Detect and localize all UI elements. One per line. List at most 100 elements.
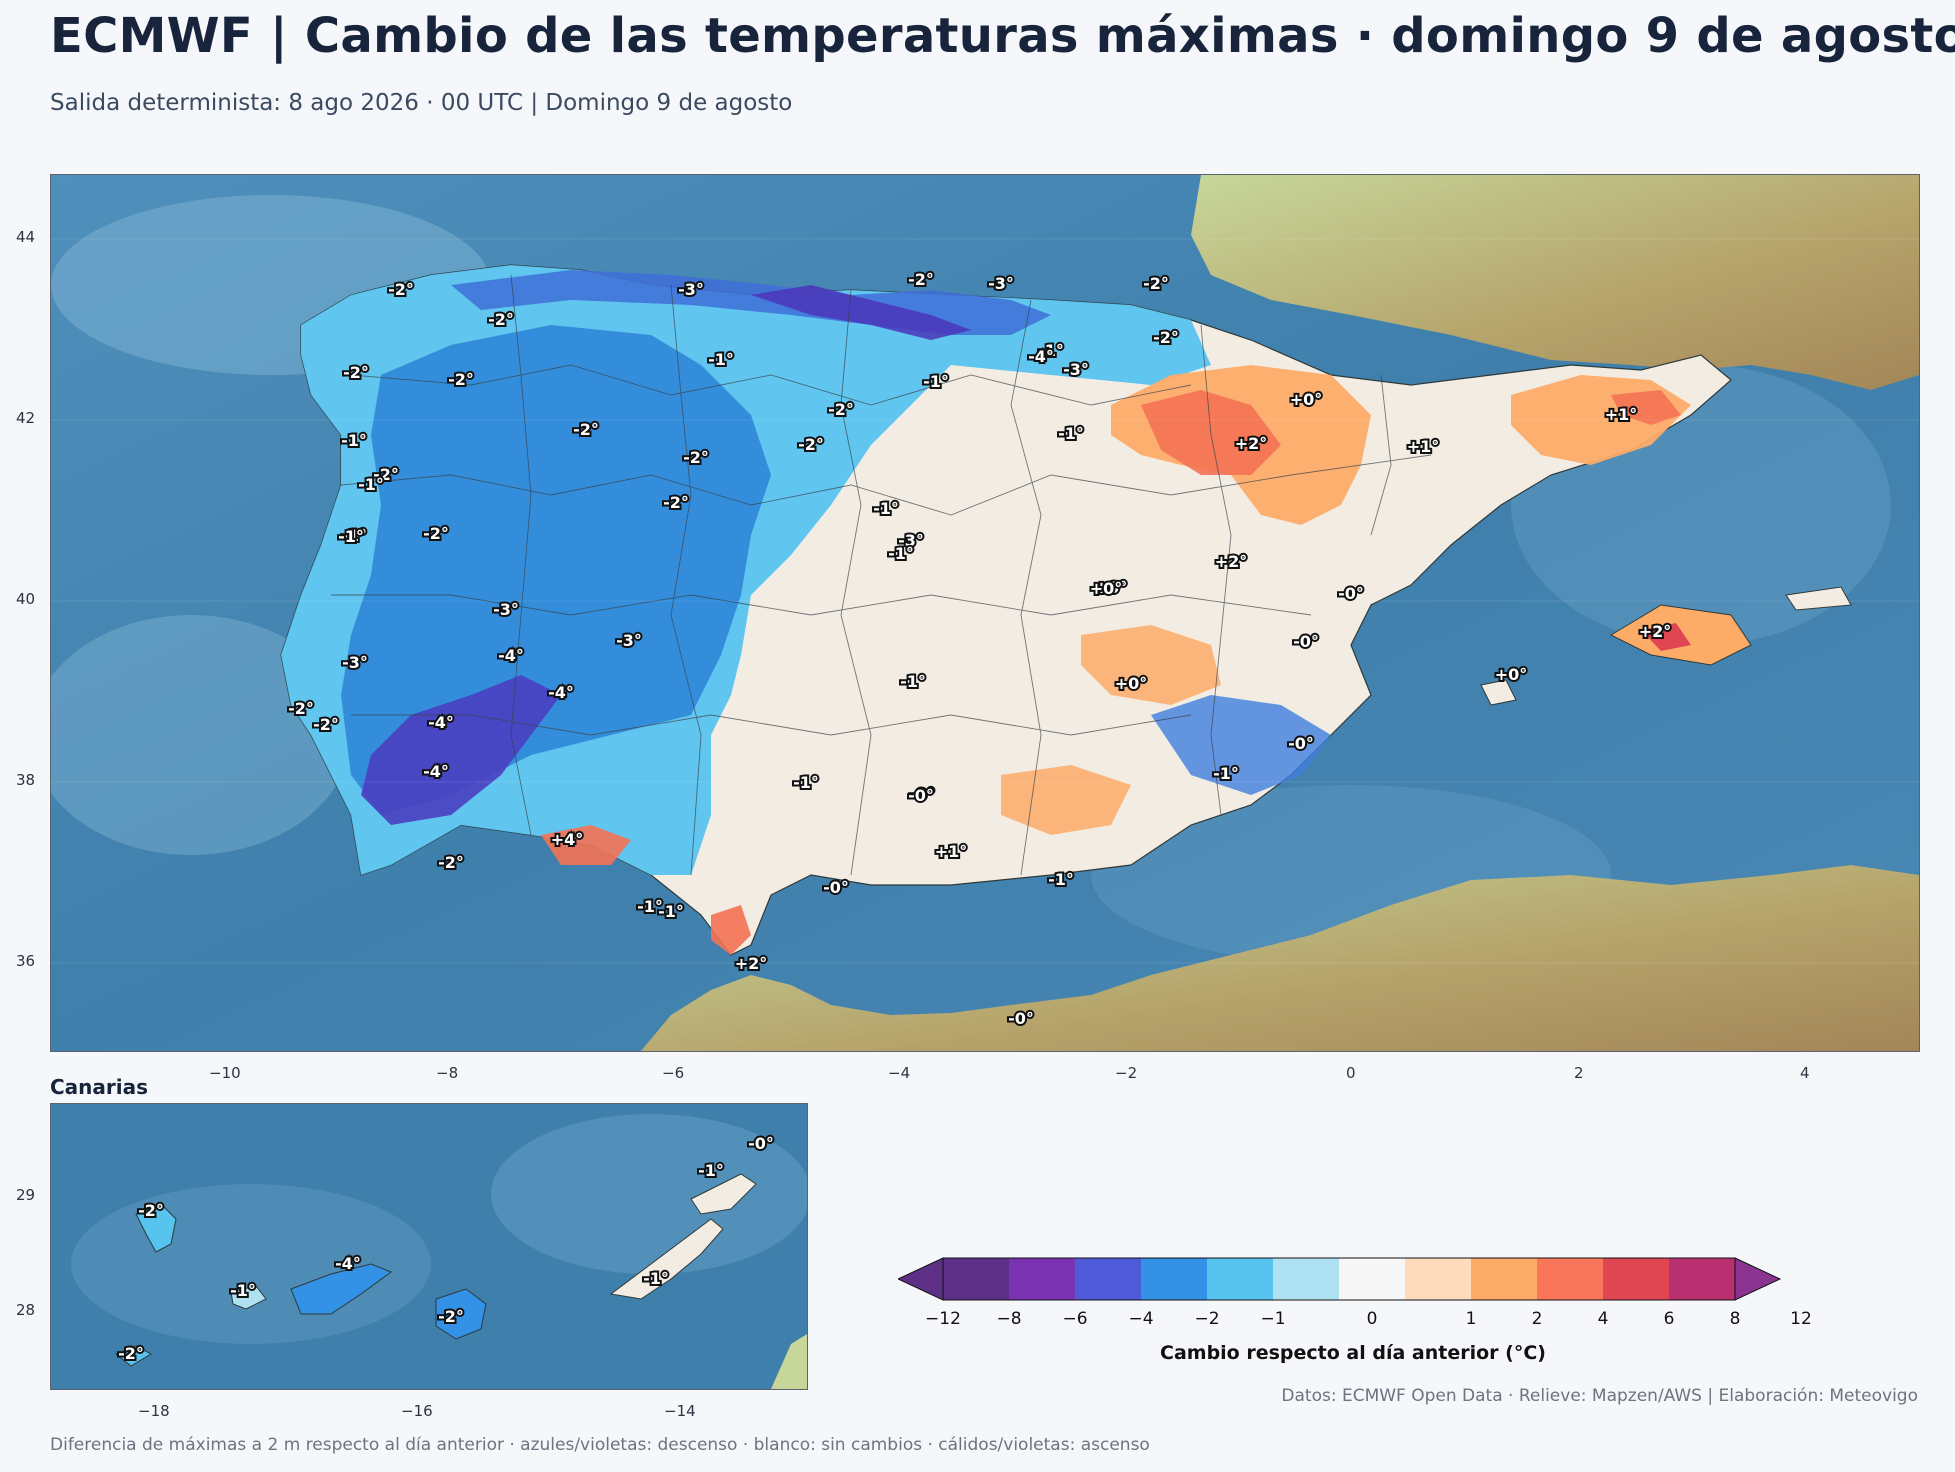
temperature-change-label: -1° [708, 350, 734, 369]
map-title: ECMWF | Cambio de las temperaturas máxim… [50, 8, 1955, 64]
colorbar-tick: 6 [1663, 1309, 1675, 1329]
colorbar-tick: 12 [1790, 1309, 1812, 1329]
temperature-change-label: -0° [1293, 632, 1319, 651]
inset-value-labels: -0° -1° -2° -1° -4° -1° -2° -2° [116, 1132, 776, 1365]
colorbar-tick: 2 [1531, 1309, 1543, 1329]
menorca-island [1785, 586, 1852, 611]
temperature-change-label: -2° [448, 370, 474, 389]
x-tick: −18 [138, 1402, 170, 1420]
inset-title: Canarias [50, 1075, 149, 1099]
colorbar-tick: 4 [1597, 1309, 1609, 1329]
temperature-change-label: +0° [1290, 390, 1323, 409]
temperature-change-label: -2° [373, 465, 399, 484]
colorbar-tick: 8 [1729, 1309, 1741, 1329]
colorbar-extend-max [1734, 1257, 1782, 1301]
y-tick: 29 [16, 1186, 36, 1204]
data-credits: Datos: ECMWF Open Data · Relieve: Mapzen… [1281, 1386, 1918, 1406]
france-land [1191, 175, 1919, 390]
x-tick: 2 [1574, 1064, 1584, 1082]
temperature-change-label: -1° [900, 672, 926, 691]
x-tick: 4 [1800, 1064, 1810, 1082]
province-borders [331, 274, 1432, 876]
inset-temperature-change-label: -1° [643, 1269, 669, 1288]
y-tick: 28 [16, 1301, 36, 1319]
temperature-change-label: -4° [428, 713, 454, 732]
temperature-change-label: +1° [1605, 405, 1638, 424]
inset-temperature-change-label: -4° [335, 1254, 361, 1273]
temperature-change-label: -3° [898, 531, 924, 550]
y-tick: 40 [16, 590, 36, 608]
temperature-change-label: +2° [1215, 552, 1248, 571]
colorbar [896, 1254, 1846, 1312]
temperature-change-label: -2° [438, 853, 464, 872]
inset-temperature-change-label: -1° [230, 1281, 256, 1300]
x-tick: −14 [664, 1402, 696, 1420]
inset-temperature-change-label: -2° [118, 1344, 144, 1363]
temperature-change-label: -1° [888, 544, 914, 563]
temperature-change-label: -1° [1058, 424, 1084, 443]
temperature-change-label: +1° [1407, 437, 1440, 456]
temperature-change-label: -1° [338, 527, 364, 546]
temperature-change-label: -2° [683, 448, 709, 467]
cooling-zone-strong [361, 675, 561, 825]
colorbar-tick: 0 [1366, 1309, 1378, 1329]
temperature-change-label: -1° [1048, 870, 1074, 889]
temperature-change-label: -2° [798, 435, 824, 454]
temperature-change-label: -1° [637, 897, 663, 916]
temperature-change-label: -3° [342, 653, 368, 672]
main-map-canvas: -2° -3° -2° -3° -2° -2° -2° -1° -2° -1° -4° -3° -2° +… [51, 175, 1919, 1051]
temperature-change-label: -3° [1063, 360, 1089, 379]
inset-temperature-change-label: -0° [748, 1134, 774, 1153]
colorbar-swatches [896, 1257, 1782, 1301]
temperature-change-label: +4° [551, 830, 584, 849]
x-tick: −10 [209, 1064, 241, 1082]
temperature-change-label: -2° [908, 270, 934, 289]
temperature-change-label: +1° [935, 842, 968, 861]
colorbar-swatch [1273, 1258, 1339, 1300]
canarias-inset-panel: -0° -1° -2° -1° -4° -1° -2° -2° [50, 1103, 808, 1390]
temperature-change-label: -2° [388, 280, 414, 299]
ibiza-island [1480, 679, 1517, 706]
cooling-zone-medium [341, 325, 771, 815]
temperature-change-label: -2° [1153, 328, 1179, 347]
canarias-inset-canvas: -0° -1° -2° -1° -4° -1° -2° -2° [51, 1104, 807, 1389]
x-tick: −8 [436, 1064, 459, 1082]
x-tick: −2 [1115, 1064, 1138, 1082]
colorbar-tick: −1 [1260, 1309, 1286, 1329]
main-map-gridlines [51, 238, 1919, 964]
colorbar-swatch [1207, 1258, 1273, 1300]
colorbar-swatch [943, 1258, 1009, 1300]
colorbar-tick: −12 [925, 1309, 961, 1329]
lanzarote-island [690, 1173, 757, 1215]
temperature-change-label: +0° [1115, 674, 1148, 693]
tenerife-island [290, 1263, 393, 1315]
colorbar-swatch [1669, 1258, 1735, 1300]
temperature-change-label: -1° [923, 372, 949, 391]
colorbar-swatch [1537, 1258, 1603, 1300]
temperature-change-label: +2° [735, 954, 768, 973]
temperature-change-label: -0° [1008, 1009, 1034, 1028]
north-africa-land [641, 865, 1919, 1051]
x-tick: 0 [1346, 1064, 1356, 1082]
temperature-change-label: -0° [909, 785, 935, 804]
temperature-change-label: -2° [423, 524, 449, 543]
temperature-change-label: -0° [908, 786, 934, 805]
temperature-change-label: +0° [1095, 578, 1128, 597]
x-tick: −4 [888, 1064, 911, 1082]
temperature-change-label: -0° [1288, 734, 1314, 753]
main-map-panel: -2° -3° -2° -3° -2° -2° -2° -1° -2° -1° -4° -3° -2° +… [50, 174, 1920, 1052]
temperature-change-label: -1° [793, 773, 819, 792]
fuerteventura-island [609, 1218, 724, 1300]
temperature-change-label: -4° [498, 646, 524, 665]
colorbar-tick: 1 [1465, 1309, 1477, 1329]
temperature-change-label: -1° [1213, 764, 1239, 783]
colorbar-swatch [1141, 1258, 1207, 1300]
inset-temperature-change-label: -1° [698, 1161, 724, 1180]
el-hierro-island [115, 1345, 153, 1367]
colorbar-swatch [1603, 1258, 1669, 1300]
temperature-change-label: -2° [313, 715, 339, 734]
temperature-change-label: -2° [488, 310, 514, 329]
y-tick: 38 [16, 771, 36, 789]
colorbar-tick: −8 [996, 1309, 1022, 1329]
temperature-change-label: -4° [423, 762, 449, 781]
